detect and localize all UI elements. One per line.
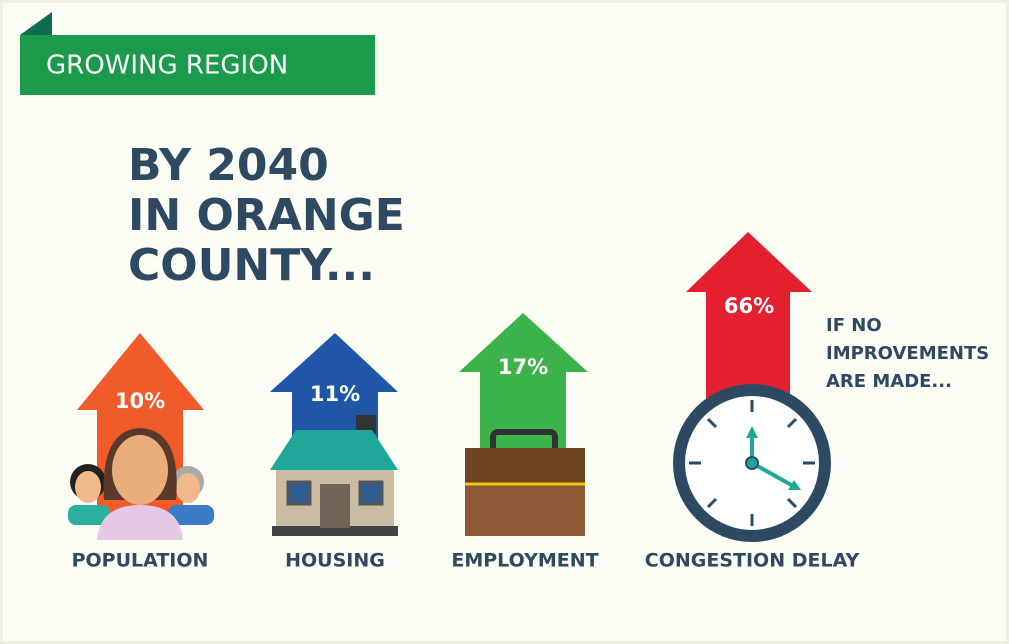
label: HOUSING: [285, 550, 385, 572]
note: ARE MADE...: [826, 371, 952, 392]
note: IF NO: [826, 315, 882, 336]
briefcase-icon: [465, 429, 585, 536]
label: CONGESTION DELAY: [645, 550, 860, 572]
headline: IN ORANGE: [128, 190, 405, 241]
note: IMPROVEMENTS: [826, 343, 989, 364]
banner-fold: [20, 12, 52, 35]
label: EMPLOYMENT: [451, 550, 598, 572]
people-icon: [68, 428, 214, 540]
banner: [20, 35, 375, 95]
arrow: [686, 232, 812, 400]
arrow: [459, 313, 588, 450]
percent: 66%: [724, 294, 774, 318]
percent: 11%: [310, 382, 360, 406]
headline: BY 2040: [128, 140, 329, 191]
clock-icon: [673, 384, 831, 542]
house-icon: [270, 415, 398, 536]
headline: COUNTY...: [128, 240, 375, 291]
banner-text: GROWING REGION: [46, 51, 288, 81]
percent: 10%: [115, 389, 165, 413]
arrow: [270, 333, 398, 440]
label: POPULATION: [72, 550, 209, 572]
percent: 17%: [498, 355, 548, 379]
